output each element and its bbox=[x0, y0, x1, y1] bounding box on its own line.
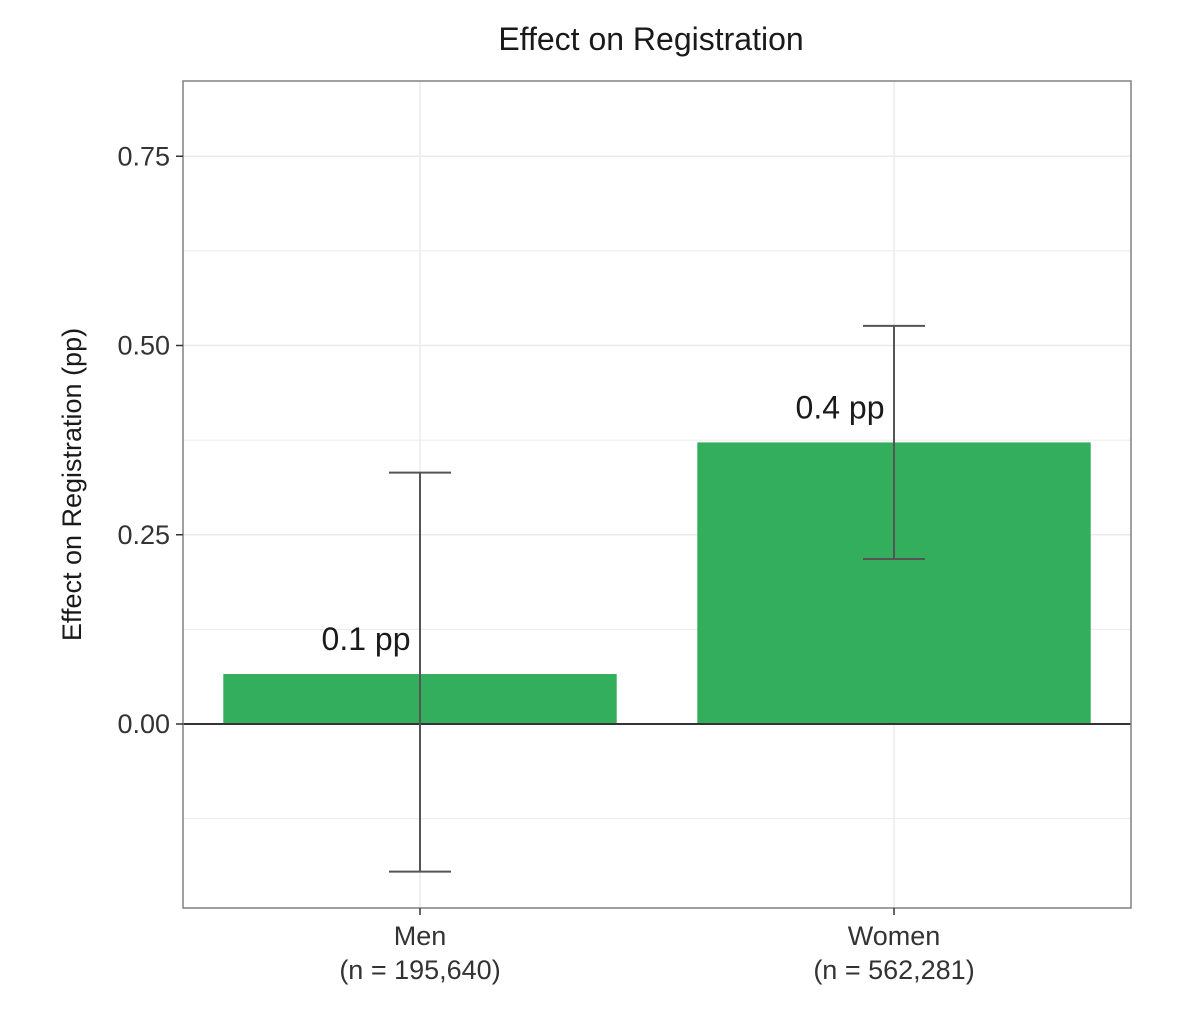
y-axis: 0.00 0.25 0.50 0.75 bbox=[117, 141, 183, 739]
data-label-men: 0.1 pp bbox=[322, 621, 411, 657]
x-tick-sublabel-women: (n = 562,281) bbox=[813, 955, 974, 985]
bars bbox=[223, 442, 1091, 724]
x-tick-sublabel-men: (n = 195,640) bbox=[339, 955, 500, 985]
x-axis: Men (n = 195,640) Women (n = 562,281) bbox=[339, 908, 975, 985]
y-tick-label: 0.50 bbox=[117, 331, 170, 361]
chart-title: Effect on Registration bbox=[498, 21, 803, 57]
y-tick-label: 0.75 bbox=[117, 141, 170, 171]
data-label-women: 0.4 pp bbox=[796, 389, 885, 425]
plot-panel-border bbox=[182, 80, 1132, 909]
data-labels: 0.1 pp 0.4 pp bbox=[322, 389, 885, 657]
errorbar-women bbox=[863, 324, 925, 560]
y-tick-label: 0.25 bbox=[117, 520, 170, 550]
error-bars bbox=[389, 324, 925, 873]
errorbar-men bbox=[389, 471, 451, 873]
x-tick-label-men: Men bbox=[394, 921, 447, 951]
x-tick-label-women: Women bbox=[848, 921, 941, 951]
y-axis-title: Effect on Registration (pp) bbox=[57, 328, 87, 641]
y-tick-label: 0.00 bbox=[117, 709, 170, 739]
